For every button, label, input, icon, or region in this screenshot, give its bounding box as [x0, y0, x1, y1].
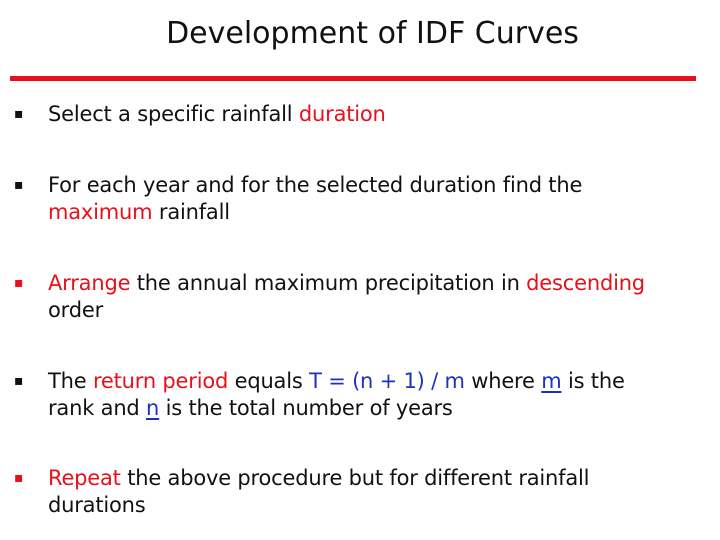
- bullet-marker-icon: ▪: [14, 106, 24, 122]
- bullet-text: durations: [48, 493, 146, 517]
- variable-n: n: [146, 396, 160, 420]
- bullet-text: rainfall: [152, 200, 230, 224]
- bullet-text: equals: [228, 369, 310, 393]
- bullet-item-arrange-descending: ▪ Arrange the annual maximum precipitati…: [14, 270, 710, 324]
- bullet-item-repeat-procedure: ▪ Repeat the above procedure but for dif…: [14, 465, 710, 519]
- bullet-marker-icon: ▪: [14, 470, 24, 486]
- bullet-text: The: [48, 369, 93, 393]
- bullet-text: Select a specific rainfall: [48, 102, 299, 126]
- variable-m: m: [541, 369, 562, 393]
- highlight-maximum: maximum: [48, 200, 153, 224]
- bullet-text: the annual maximum precipitation in: [130, 271, 527, 295]
- bullet-text: order: [48, 298, 103, 322]
- highlight-duration: duration: [298, 102, 386, 126]
- bullet-marker-icon: ▪: [14, 373, 24, 389]
- title-divider: [10, 76, 696, 81]
- bullet-text: is the: [561, 369, 625, 393]
- slide-title: Development of IDF Curves: [166, 16, 579, 51]
- bullet-text: For each year and for the selected durat…: [48, 173, 583, 197]
- bullet-marker-icon: ▪: [14, 275, 24, 291]
- bullet-text: where: [464, 369, 542, 393]
- bullet-item-return-period: ▪ The return period equals T = (n + 1) /…: [14, 368, 710, 422]
- highlight-arrange: Arrange: [48, 271, 131, 295]
- bullet-item-select-duration: ▪ Select a specific rainfall duration: [14, 101, 710, 128]
- bullet-item-find-maximum: ▪ For each year and for the selected dur…: [14, 172, 710, 226]
- bullet-text: the above procedure but for different ra…: [120, 466, 590, 490]
- highlight-descending: descending: [526, 271, 645, 295]
- bullet-marker-icon: ▪: [14, 177, 24, 193]
- highlight-return-period: return period: [92, 369, 229, 393]
- bullet-text: is the total number of years: [159, 396, 453, 420]
- highlight-repeat: Repeat: [48, 466, 121, 490]
- return-period-formula: T = (n + 1) / m: [309, 369, 465, 393]
- bullet-text: rank and: [48, 396, 147, 420]
